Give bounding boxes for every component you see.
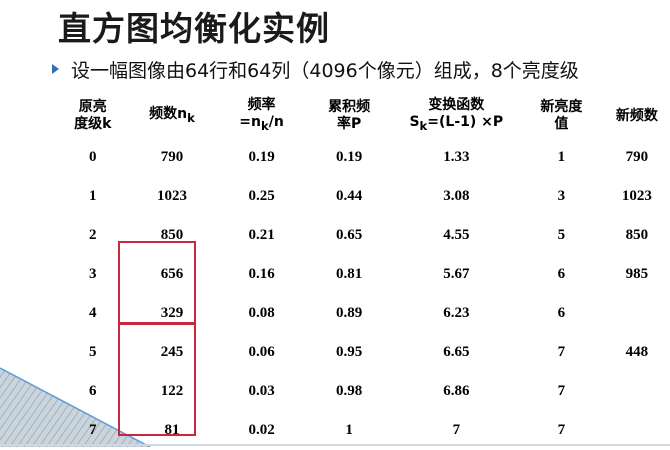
table-row: 1 1023 0.25 0.44 3.08 3 1023 bbox=[60, 177, 670, 216]
count-cell: 656 bbox=[160, 266, 184, 282]
cumulative-cell: 0.95 bbox=[335, 344, 363, 360]
slide-title: 直方图均衡化实例 bbox=[58, 9, 330, 48]
new-level-cell: 6 bbox=[557, 266, 566, 282]
table-row: 0 790 0.19 0.19 1.33 1 790 bbox=[60, 138, 670, 177]
table-row: 3 656 0.16 0.81 5.67 6 985 bbox=[60, 255, 670, 294]
table-header-row: 原亮 度级k 频数nk 频率 =nk/n 累积频 率P 变换函数 Sk=(L-1) ×P… bbox=[60, 94, 670, 138]
transform-cell: 3.08 bbox=[443, 188, 470, 204]
transform-cell: 4.55 bbox=[443, 227, 470, 243]
transform-cell: 6.86 bbox=[443, 383, 470, 399]
level-cell: 6 bbox=[89, 383, 97, 399]
transform-cell: 1.33 bbox=[443, 149, 470, 165]
new-level-cell: 3 bbox=[557, 188, 566, 204]
new-count-cell: 985 bbox=[625, 266, 649, 282]
header-cumulative-rate: 累积频 率P bbox=[328, 99, 371, 132]
transform-cell: 7 bbox=[452, 422, 461, 438]
bullet-point: 设一幅图像由64行和64列（4096个像元）组成，8个亮度级 bbox=[52, 54, 579, 84]
cumulative-cell: 0.65 bbox=[335, 227, 363, 243]
cumulative-cell: 0.44 bbox=[335, 188, 363, 204]
table-row: 5 245 0.06 0.95 6.65 7 448 bbox=[60, 333, 670, 372]
cumulative-cell: 0.89 bbox=[335, 305, 363, 321]
rate-cell: 0.21 bbox=[248, 227, 275, 243]
transform-cell: 5.67 bbox=[443, 266, 470, 282]
rate-cell: 0.25 bbox=[248, 188, 275, 204]
new-level-cell: 6 bbox=[557, 305, 566, 321]
rate-cell: 0.19 bbox=[248, 149, 275, 165]
rate-cell: 0.06 bbox=[248, 344, 275, 360]
triangle-bullet-icon bbox=[52, 64, 59, 74]
header-frequency-count: 频数nk bbox=[149, 105, 195, 125]
count-cell: 790 bbox=[160, 149, 184, 165]
new-level-cell: 7 bbox=[557, 383, 566, 399]
count-cell: 850 bbox=[160, 227, 184, 243]
header-new-frequency: 新频数 bbox=[615, 107, 658, 124]
level-cell: 1 bbox=[89, 188, 97, 204]
bullet-text: 设一幅图像由64行和64列（4096个像元）组成，8个亮度级 bbox=[71, 59, 579, 82]
highlight-box-upper bbox=[118, 241, 196, 325]
table-row: 2 850 0.21 0.65 4.55 5 850 bbox=[60, 216, 670, 255]
header-original-level: 原亮 度级k bbox=[74, 99, 112, 132]
new-count-cell: 850 bbox=[625, 227, 649, 243]
level-cell: 0 bbox=[89, 149, 97, 165]
header-frequency-rate: 频率 =nk/n bbox=[239, 97, 284, 133]
count-cell: 122 bbox=[160, 383, 184, 399]
new-level-cell: 7 bbox=[557, 422, 566, 438]
level-cell: 3 bbox=[89, 266, 97, 282]
rate-cell: 0.08 bbox=[248, 305, 275, 321]
new-count-cell: 790 bbox=[625, 149, 649, 165]
header-transform-function: 变换函数 Sk=(L-1) ×P bbox=[409, 97, 504, 133]
transform-cell: 6.65 bbox=[443, 344, 470, 360]
new-level-cell: 5 bbox=[557, 227, 566, 243]
cumulative-cell: 0.19 bbox=[335, 149, 363, 165]
table-row: 4 329 0.08 0.89 6.23 6 bbox=[60, 294, 670, 333]
level-cell: 5 bbox=[89, 344, 97, 360]
new-count-cell: 448 bbox=[625, 344, 649, 360]
cumulative-cell: 0.81 bbox=[335, 266, 363, 282]
level-cell: 7 bbox=[89, 422, 97, 438]
new-count-cell bbox=[604, 411, 670, 450]
new-count-cell: 1023 bbox=[621, 188, 652, 204]
cumulative-cell: 0.98 bbox=[335, 383, 363, 399]
count-cell: 329 bbox=[160, 305, 184, 321]
table-body: 0 790 0.19 0.19 1.33 1 790 1 1023 0.25 0.44 3.08 3 10… bbox=[60, 138, 670, 450]
table-row: 6 122 0.03 0.98 6.86 7 bbox=[60, 372, 670, 411]
cumulative-cell: 1 bbox=[345, 422, 353, 438]
new-level-cell: 1 bbox=[557, 149, 566, 165]
new-count-cell bbox=[604, 372, 670, 411]
equalization-table: 原亮 度级k 频数nk 频率 =nk/n 累积频 率P 变换函数 Sk=(L-1) ×P… bbox=[60, 94, 670, 450]
new-level-cell: 7 bbox=[557, 344, 566, 360]
level-cell: 4 bbox=[89, 305, 97, 321]
level-cell: 2 bbox=[89, 227, 97, 243]
rate-cell: 0.02 bbox=[248, 422, 275, 438]
highlight-box-lower bbox=[118, 322, 196, 436]
rate-cell: 0.03 bbox=[248, 383, 275, 399]
count-cell: 1023 bbox=[157, 188, 188, 204]
transform-cell: 6.23 bbox=[443, 305, 470, 321]
new-count-cell bbox=[604, 294, 670, 333]
header-new-level: 新亮度值 bbox=[540, 99, 583, 132]
rate-cell: 0.16 bbox=[248, 266, 275, 282]
count-cell: 245 bbox=[160, 344, 184, 360]
